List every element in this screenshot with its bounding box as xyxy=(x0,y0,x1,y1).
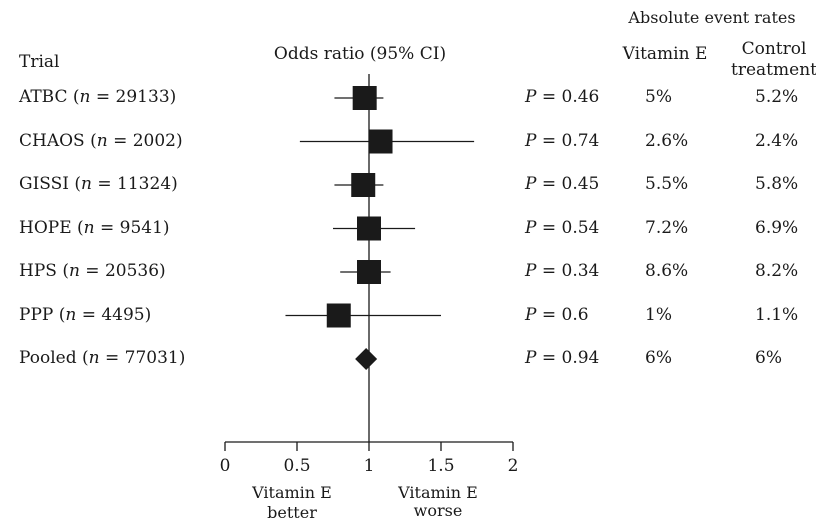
point-estimate-square xyxy=(368,129,393,154)
vitamin-e-event-rate: 5.5% xyxy=(645,174,689,194)
control-event-rate: 6% xyxy=(755,348,782,368)
trial-n-symbol: n xyxy=(65,304,77,325)
trial-column-header: Trial xyxy=(19,52,60,72)
vitamin-e-column-header: Vitamin E xyxy=(622,44,708,64)
trial-label: ATBC (n = 29133) xyxy=(19,89,176,106)
trial-name: CHAOS ( xyxy=(19,130,97,151)
p-number: = 0.46 xyxy=(536,87,600,107)
p-symbol: P xyxy=(525,87,537,107)
trial-name: GISSI ( xyxy=(19,174,82,194)
odds-ratio-header: Odds ratio (95% CI) xyxy=(273,44,447,64)
trial-name: Pooled ( xyxy=(19,348,89,368)
better-label-line1: Vitamin E xyxy=(252,483,332,502)
control-event-rate: 5.8% xyxy=(755,174,799,194)
pooled-diamond-marker xyxy=(355,348,378,370)
p-value: P = 0.54 xyxy=(525,217,600,238)
vitamin-e-event-rate: 8.6% xyxy=(645,261,689,281)
x-tick-label: 2 xyxy=(508,456,519,476)
vitamin-e-event-rate: 6% xyxy=(645,348,672,368)
trial-n-symbol: n xyxy=(68,261,80,281)
p-symbol: P xyxy=(525,130,537,151)
trial-name: PPP ( xyxy=(19,304,66,325)
p-value: P = 0.74 xyxy=(525,130,600,151)
p-symbol: P xyxy=(525,304,537,325)
vitamin-e-event-rate: 7.2% xyxy=(645,217,689,238)
p-value: P = 0.6 xyxy=(525,304,589,325)
point-estimate-square xyxy=(352,86,377,110)
trial-n-value: = 2002) xyxy=(107,130,183,151)
trial-n-symbol: n xyxy=(88,348,100,368)
trial-label: Pooled (n = 77031) xyxy=(19,350,185,367)
p-value: P = 0.34 xyxy=(525,263,599,280)
p-symbol: P xyxy=(525,174,537,194)
x-tick-label: 0.5 xyxy=(283,456,310,476)
x-tick-label: 0 xyxy=(220,456,231,476)
point-estimate-square xyxy=(326,303,351,328)
p-value: P = 0.46 xyxy=(525,89,599,106)
control-event-rate: 1.1% xyxy=(755,304,799,325)
control-column-header-line2: treatment xyxy=(731,60,816,80)
p-number: = 0.54 xyxy=(536,217,600,238)
control-event-rate: 2.4% xyxy=(755,130,799,151)
x-tick-label: 1.5 xyxy=(427,456,454,476)
trial-name: HOPE ( xyxy=(19,217,84,238)
trial-n-symbol: n xyxy=(83,217,95,238)
trial-label: HOPE (n = 9541) xyxy=(19,217,170,238)
x-tick-label: 1 xyxy=(364,456,375,476)
trial-n-value: = 11324) xyxy=(92,174,178,194)
control-event-rate: 6.9% xyxy=(755,217,799,238)
trial-name: ATBC ( xyxy=(19,87,80,107)
vitamin-e-event-rate: 5% xyxy=(645,87,672,107)
trial-n-symbol: n xyxy=(96,130,108,151)
p-symbol: P xyxy=(525,261,537,281)
trial-n-symbol: n xyxy=(79,87,91,107)
p-number: = 0.6 xyxy=(536,304,589,325)
control-column-header-line1: Control xyxy=(741,39,807,59)
p-value: P = 0.45 xyxy=(525,176,599,193)
vitamin-e-event-rate: 2.6% xyxy=(645,130,689,151)
point-estimate-square xyxy=(351,173,376,197)
trial-n-value: = 77031) xyxy=(99,348,186,368)
absolute-event-rates-header: Absolute event rates xyxy=(628,8,796,27)
point-estimate-square xyxy=(357,260,381,284)
trial-name: HPS ( xyxy=(19,261,69,281)
better-label-line2: better xyxy=(267,503,317,522)
worse-label-line2: worse xyxy=(413,501,463,520)
trial-n-value: = 29133) xyxy=(90,87,177,107)
trial-n-value: = 9541) xyxy=(94,217,170,238)
p-number: = 0.94 xyxy=(536,348,600,368)
vitamin-e-event-rate: 1% xyxy=(645,304,672,325)
worse-label-line1: Vitamin E xyxy=(398,483,478,502)
trial-label: HPS (n = 20536) xyxy=(19,263,166,280)
control-event-rate: 5.2% xyxy=(755,87,799,107)
control-event-rate: 8.2% xyxy=(755,261,799,281)
trial-n-value: = 20536) xyxy=(79,261,166,281)
trial-n-symbol: n xyxy=(81,174,92,194)
p-value: P = 0.94 xyxy=(525,350,599,367)
p-symbol: P xyxy=(525,348,537,368)
point-estimate-square xyxy=(357,216,381,241)
p-symbol: P xyxy=(525,217,537,238)
trial-label: PPP (n = 4495) xyxy=(19,304,152,325)
trial-label: GISSI (n = 11324) xyxy=(19,176,178,193)
trial-n-value: = 4495) xyxy=(76,304,152,325)
p-number: = 0.45 xyxy=(536,174,600,194)
p-number: = 0.74 xyxy=(536,130,600,151)
p-number: = 0.34 xyxy=(536,261,600,281)
trial-label: CHAOS (n = 2002) xyxy=(19,130,183,151)
